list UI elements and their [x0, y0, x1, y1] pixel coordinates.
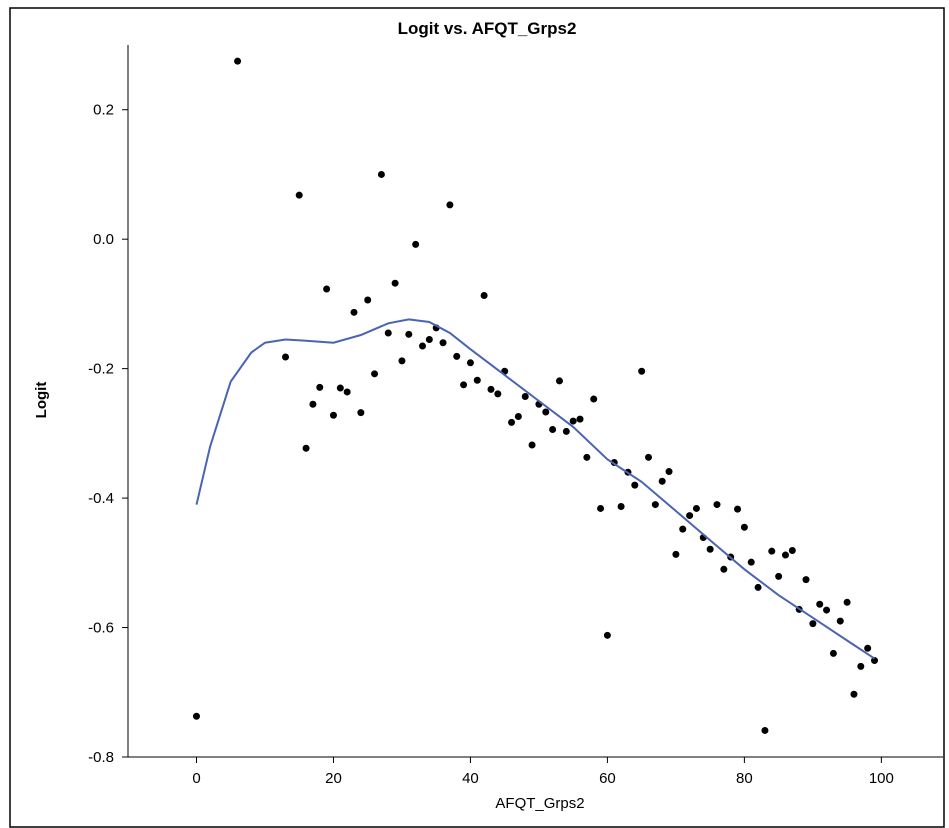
- point: [781, 551, 789, 559]
- point: [343, 388, 351, 396]
- point: [823, 606, 831, 614]
- point: [282, 353, 290, 361]
- point: [336, 384, 344, 392]
- y-tick-label: -0.6: [88, 620, 114, 637]
- point: [617, 503, 625, 511]
- point: [809, 620, 817, 628]
- point: [569, 417, 577, 425]
- point: [562, 427, 570, 435]
- point: [638, 367, 646, 375]
- x-tick-label: 100: [869, 770, 894, 787]
- point: [542, 408, 550, 416]
- point: [740, 523, 748, 531]
- point: [747, 558, 755, 566]
- point: [775, 572, 783, 580]
- point: [555, 377, 563, 385]
- point: [521, 392, 529, 400]
- point: [405, 330, 413, 338]
- point: [829, 649, 837, 657]
- point: [651, 501, 659, 509]
- point: [734, 505, 742, 513]
- point: [473, 376, 481, 384]
- x-tick-label: 20: [325, 770, 342, 787]
- point: [418, 342, 426, 350]
- point: [425, 336, 433, 344]
- point: [466, 359, 474, 367]
- point: [843, 598, 851, 606]
- x-tick-label: 0: [192, 770, 200, 787]
- point: [371, 370, 379, 378]
- point: [364, 296, 372, 304]
- point: [453, 352, 461, 360]
- point: [720, 565, 728, 573]
- point: [679, 525, 687, 533]
- point: [583, 453, 591, 461]
- point: [768, 547, 776, 555]
- chart-title: Logit vs. AFQT_Grps2: [398, 19, 577, 38]
- point: [377, 170, 385, 178]
- point: [508, 418, 516, 426]
- point: [480, 291, 488, 299]
- point: [329, 411, 337, 419]
- point: [686, 512, 694, 520]
- point: [754, 583, 762, 591]
- point: [576, 415, 584, 423]
- point: [857, 662, 865, 670]
- frame: [9, 7, 945, 828]
- point: [549, 425, 557, 433]
- point: [295, 191, 303, 199]
- point: [788, 547, 796, 555]
- point: [713, 501, 721, 509]
- point: [871, 657, 879, 665]
- point: [514, 413, 522, 421]
- point: [439, 339, 447, 347]
- y-tick-label: -0.4: [88, 490, 114, 507]
- point: [357, 409, 365, 417]
- point: [658, 477, 666, 485]
- y-axis-label: Logit: [33, 382, 50, 419]
- point: [528, 441, 536, 449]
- point: [192, 712, 200, 720]
- point: [706, 545, 714, 553]
- x-axis-label: AFQT_Grps2: [495, 795, 584, 812]
- point: [672, 550, 680, 558]
- y-tick-label: -0.8: [88, 749, 114, 766]
- y-tick-label: 0.0: [93, 231, 114, 248]
- point: [384, 329, 392, 337]
- x-tick-label: 40: [462, 770, 479, 787]
- point: [864, 644, 872, 652]
- point: [665, 468, 673, 476]
- point: [350, 308, 358, 316]
- x-tick-label: 60: [599, 770, 616, 787]
- point: [309, 400, 317, 408]
- point: [487, 385, 495, 393]
- point: [302, 444, 310, 452]
- point: [398, 357, 406, 365]
- point: [631, 481, 639, 489]
- point: [590, 395, 598, 403]
- point: [323, 285, 331, 293]
- point: [761, 726, 769, 734]
- fit-line: [195, 318, 876, 660]
- point: [597, 504, 605, 512]
- point: [234, 57, 242, 65]
- point: [603, 631, 611, 639]
- point: [460, 381, 468, 389]
- point: [412, 240, 420, 248]
- y-tick-label: 0.2: [93, 102, 114, 119]
- point: [692, 504, 700, 512]
- point: [391, 279, 399, 287]
- point: [645, 453, 653, 461]
- point: [316, 383, 324, 391]
- y-tick-label: -0.2: [88, 361, 114, 378]
- point: [446, 201, 454, 209]
- point: [836, 617, 844, 625]
- x-tick-label: 80: [736, 770, 753, 787]
- point: [816, 600, 824, 608]
- point: [494, 390, 502, 398]
- point: [850, 690, 858, 698]
- point: [802, 576, 810, 584]
